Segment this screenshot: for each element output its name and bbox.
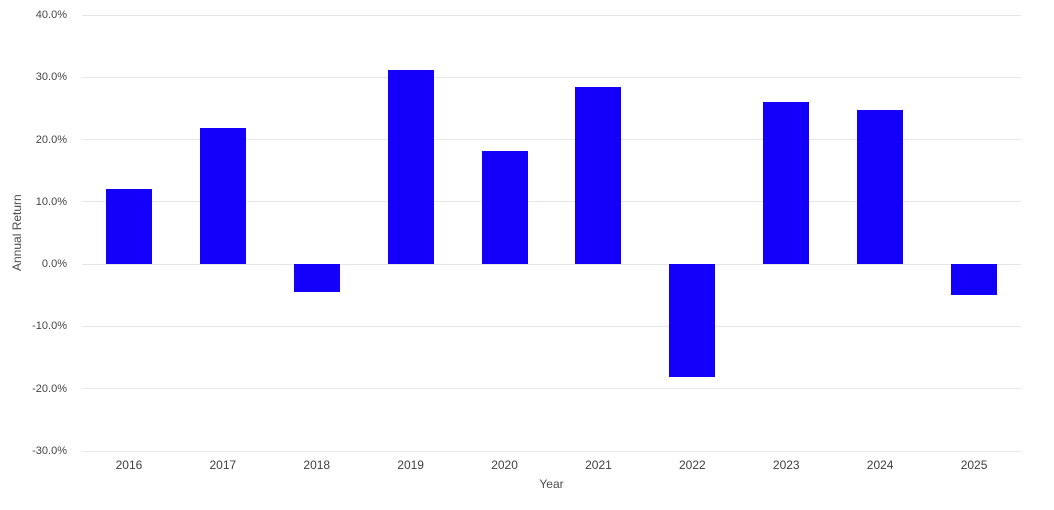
x-axis-tick-label: 2016 bbox=[115, 458, 143, 472]
x-axis-tick-label: 2021 bbox=[585, 458, 612, 472]
gridline bbox=[82, 76, 1021, 78]
bar-2024[interactable] bbox=[857, 109, 904, 265]
x-axis-tick-label: 2020 bbox=[491, 458, 518, 472]
bar-2019[interactable] bbox=[387, 69, 434, 265]
y-axis-tick-label: 10.0% bbox=[35, 195, 67, 208]
x-axis-tick-label: 2025 bbox=[960, 458, 988, 472]
y-axis-tick-label: 0.0% bbox=[41, 258, 67, 271]
zero-baseline-gridline bbox=[82, 263, 1021, 265]
bar-2023[interactable] bbox=[763, 101, 810, 265]
gridline bbox=[82, 139, 1021, 141]
gridline bbox=[82, 388, 1021, 390]
bar-2021[interactable] bbox=[575, 86, 622, 265]
y-axis-tick-label: -20.0% bbox=[32, 382, 67, 395]
x-axis-title: Year bbox=[539, 477, 564, 491]
x-axis-tick-label: 2024 bbox=[866, 458, 894, 472]
bar-2016[interactable] bbox=[105, 189, 152, 265]
y-axis-tick-label: -10.0% bbox=[32, 320, 67, 333]
x-axis-tick-label: 2019 bbox=[397, 458, 424, 472]
bar-2020[interactable] bbox=[481, 150, 528, 265]
x-axis-tick-label: 2018 bbox=[303, 458, 331, 472]
bar-2017[interactable] bbox=[199, 128, 246, 265]
x-axis-tick-label: 2022 bbox=[678, 458, 706, 472]
bar-2025[interactable] bbox=[951, 264, 998, 295]
gridline bbox=[82, 201, 1021, 203]
gridline bbox=[82, 450, 1021, 452]
gridline bbox=[82, 325, 1021, 327]
y-axis-tick-label: 40.0% bbox=[35, 9, 67, 21]
bar-2022[interactable] bbox=[669, 264, 716, 377]
x-axis-tick-label: 2023 bbox=[772, 458, 800, 472]
y-axis-tick-label: 20.0% bbox=[35, 133, 67, 146]
y-axis-tick-label: 30.0% bbox=[35, 71, 67, 84]
gridline bbox=[82, 14, 1021, 16]
x-axis-tick-label: 2017 bbox=[209, 458, 237, 472]
y-axis-tick-label: -30.0% bbox=[32, 445, 67, 457]
bar-2018[interactable] bbox=[293, 264, 340, 292]
